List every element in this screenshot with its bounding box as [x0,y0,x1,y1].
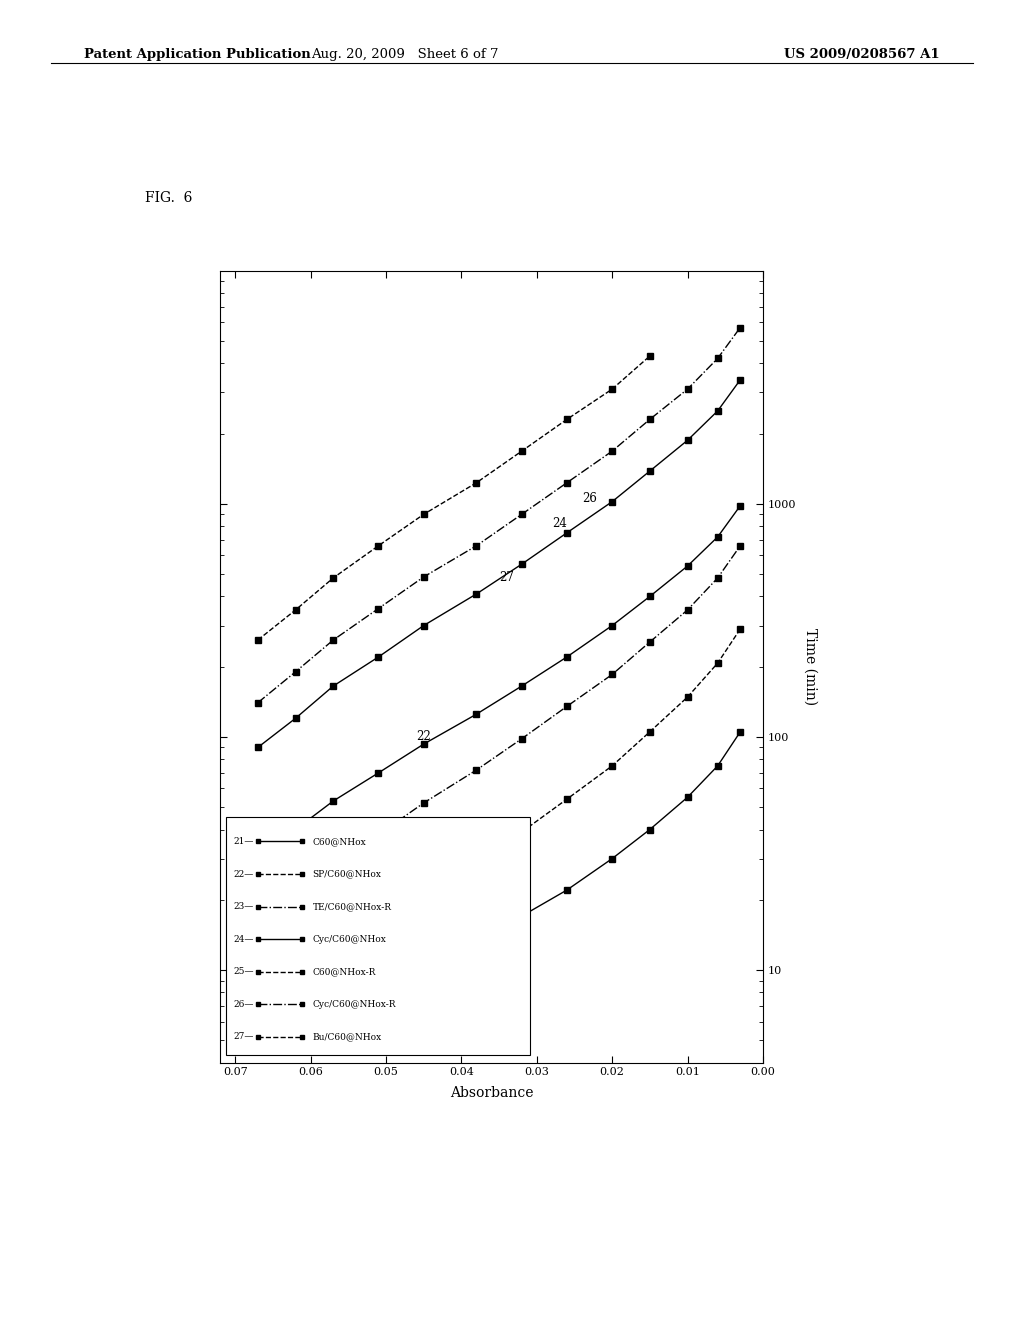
Text: 21—: 21— [233,837,254,846]
Bar [225,817,529,1055]
Text: Bu/C60@NHox: Bu/C60@NHox [312,1032,382,1041]
Text: 25: 25 [348,945,364,958]
Text: Patent Application Publication: Patent Application Publication [84,48,310,61]
Text: 24: 24 [552,517,566,531]
Text: Aug. 20, 2009   Sheet 6 of 7: Aug. 20, 2009 Sheet 6 of 7 [310,48,499,61]
Text: 23: 23 [326,846,341,858]
Text: 21: 21 [439,929,454,942]
Text: 27—: 27— [233,1032,254,1041]
Text: Cyc/C60@NHox-R: Cyc/C60@NHox-R [312,999,396,1008]
Text: 22—: 22— [233,870,254,879]
Text: FIG.  6: FIG. 6 [145,191,193,206]
Text: SP/C60@NHox: SP/C60@NHox [312,870,381,879]
Text: 23—: 23— [233,902,254,911]
Text: 24—: 24— [233,935,254,944]
Text: C60@NHox: C60@NHox [312,837,367,846]
Text: C60@NHox-R: C60@NHox-R [312,968,376,977]
Text: US 2009/0208567 A1: US 2009/0208567 A1 [784,48,940,61]
Y-axis label: Time (min): Time (min) [803,628,817,705]
Text: TE/C60@NHox-R: TE/C60@NHox-R [312,902,391,911]
X-axis label: Absorbance: Absorbance [450,1086,534,1100]
Text: 25—: 25— [233,968,254,977]
Text: 27: 27 [499,572,514,585]
Text: 26—: 26— [233,999,254,1008]
Text: 26: 26 [582,492,597,506]
Text: Cyc/C60@NHox: Cyc/C60@NHox [312,935,386,944]
Text: 22: 22 [417,730,431,743]
